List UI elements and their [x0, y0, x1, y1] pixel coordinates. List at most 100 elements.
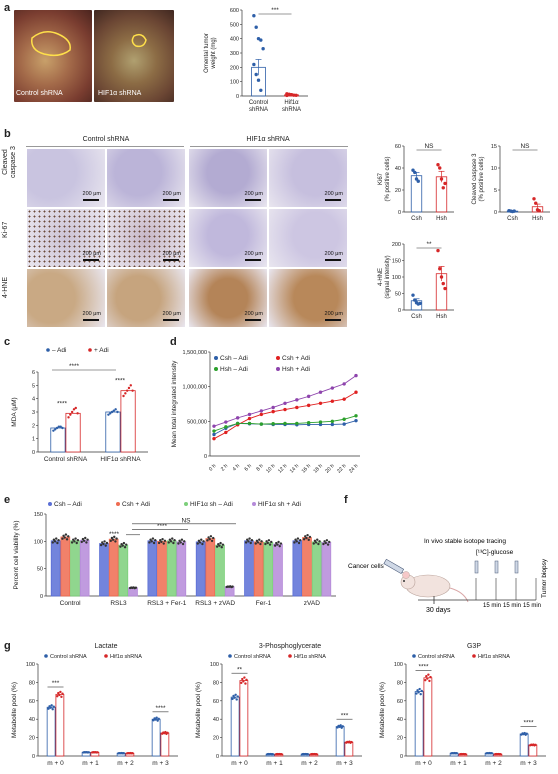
bar: [292, 540, 303, 597]
legend-marker: [472, 654, 476, 658]
x-tick-label: 10 h: [265, 463, 276, 474]
data-point: [173, 539, 176, 542]
data-point: [70, 541, 74, 544]
data-point: [62, 534, 65, 537]
data-point: [150, 540, 153, 543]
mouse-icon: [400, 571, 469, 603]
data-point: [427, 673, 430, 676]
data-point: [52, 429, 55, 432]
legend-label: Hsh + Adi: [282, 366, 310, 373]
data-point: [278, 544, 281, 548]
photo-label-hif1a: HIF1α shRNA: [98, 90, 142, 97]
data-point: [72, 408, 76, 411]
y-tick-label: 600: [230, 8, 239, 14]
data-point: [55, 426, 59, 430]
data-point: [256, 78, 261, 82]
data-point: [221, 543, 225, 546]
data-point: [259, 38, 263, 42]
data-point: [67, 416, 70, 419]
bar: [120, 390, 136, 453]
data-point: [177, 542, 180, 545]
x-tick-label: Control: [60, 600, 82, 607]
data-point: [122, 541, 126, 545]
data-point: [537, 208, 541, 213]
data-point: [82, 539, 86, 542]
data-point: [342, 422, 346, 426]
intensity-timecourse-chart: 0 500,000 1,000,000 1,500,000 Mean total int…: [171, 350, 360, 475]
data-point: [121, 544, 124, 547]
data-point: [295, 398, 299, 402]
data-point: [354, 414, 358, 418]
cancer-cells-label: Cancer cells: [348, 563, 385, 570]
x-tick-label: m + 1: [266, 760, 283, 767]
data-point: [81, 537, 85, 541]
y-tick-label: 200: [230, 65, 239, 71]
data-point: [50, 704, 53, 707]
significance-label: NS: [181, 518, 191, 525]
bar: [215, 544, 225, 597]
legend-label: Hif1α shRNA: [478, 654, 510, 660]
y-axis-label: 4-HNE(signal intensity): [378, 255, 391, 298]
data-point: [58, 693, 61, 697]
bar: [46, 706, 56, 757]
significance-label: ****: [109, 531, 120, 538]
data-point: [276, 543, 279, 546]
scale-bar: [83, 199, 99, 201]
data-point: [436, 248, 440, 253]
data-point: [283, 407, 287, 412]
data-point: [318, 390, 323, 394]
bar: [65, 412, 81, 453]
data-point: [532, 197, 536, 201]
data-point: [254, 25, 258, 29]
data-point: [99, 543, 103, 547]
tumor-outline-control: [31, 31, 71, 57]
legend-marker: [48, 502, 52, 506]
data-point: [124, 392, 127, 395]
y-tick-label: 150: [392, 259, 401, 265]
data-point: [57, 425, 61, 428]
legend-marker: [46, 348, 50, 352]
data-point: [200, 538, 203, 541]
data-point: [242, 680, 245, 683]
x-tick-label: 24 h: [348, 463, 359, 474]
data-point: [315, 752, 318, 756]
data-point: [157, 717, 160, 721]
scale-bar-label: 200 μm: [162, 191, 181, 197]
data-point: [279, 542, 283, 545]
data-point: [116, 410, 119, 414]
y-tick-label: 60: [29, 699, 35, 705]
data-point: [51, 707, 54, 711]
data-point: [96, 751, 99, 754]
bar: [147, 540, 158, 597]
data-point: [122, 752, 125, 755]
x-tick-label: m + 3: [336, 760, 353, 767]
data-point: [233, 696, 236, 699]
scale-bar-label: 200 μm: [244, 311, 263, 317]
isotope-tracing-schematic: In vivo stable isotope tracing Cancer ce…: [348, 538, 548, 614]
y-tick-label: 40: [29, 717, 35, 723]
data-point: [534, 743, 537, 747]
data-point: [280, 752, 283, 756]
data-point: [245, 678, 248, 682]
data-point: [212, 536, 215, 540]
scale-bar: [245, 319, 261, 321]
data-point: [339, 724, 342, 727]
data-point: [247, 421, 252, 426]
scale-bar-label: 200 μm: [82, 311, 101, 317]
data-point: [63, 536, 66, 539]
data-point: [61, 692, 64, 695]
data-point: [277, 540, 280, 544]
mouse-photo-hif1a: [94, 10, 174, 102]
data-point: [85, 541, 88, 544]
legend-label: HIF1α sh + Adi: [258, 501, 301, 508]
data-point: [54, 428, 57, 431]
scale-bar: [325, 319, 341, 321]
scale-bar-label: 200 μm: [244, 251, 263, 257]
data-point: [180, 538, 184, 541]
injection-syringe-icons: [474, 560, 519, 574]
bar: [79, 539, 90, 597]
legend-label: Control shRNA: [234, 654, 271, 660]
bar: [335, 726, 345, 757]
bar: [230, 696, 240, 757]
data-point: [156, 719, 159, 722]
